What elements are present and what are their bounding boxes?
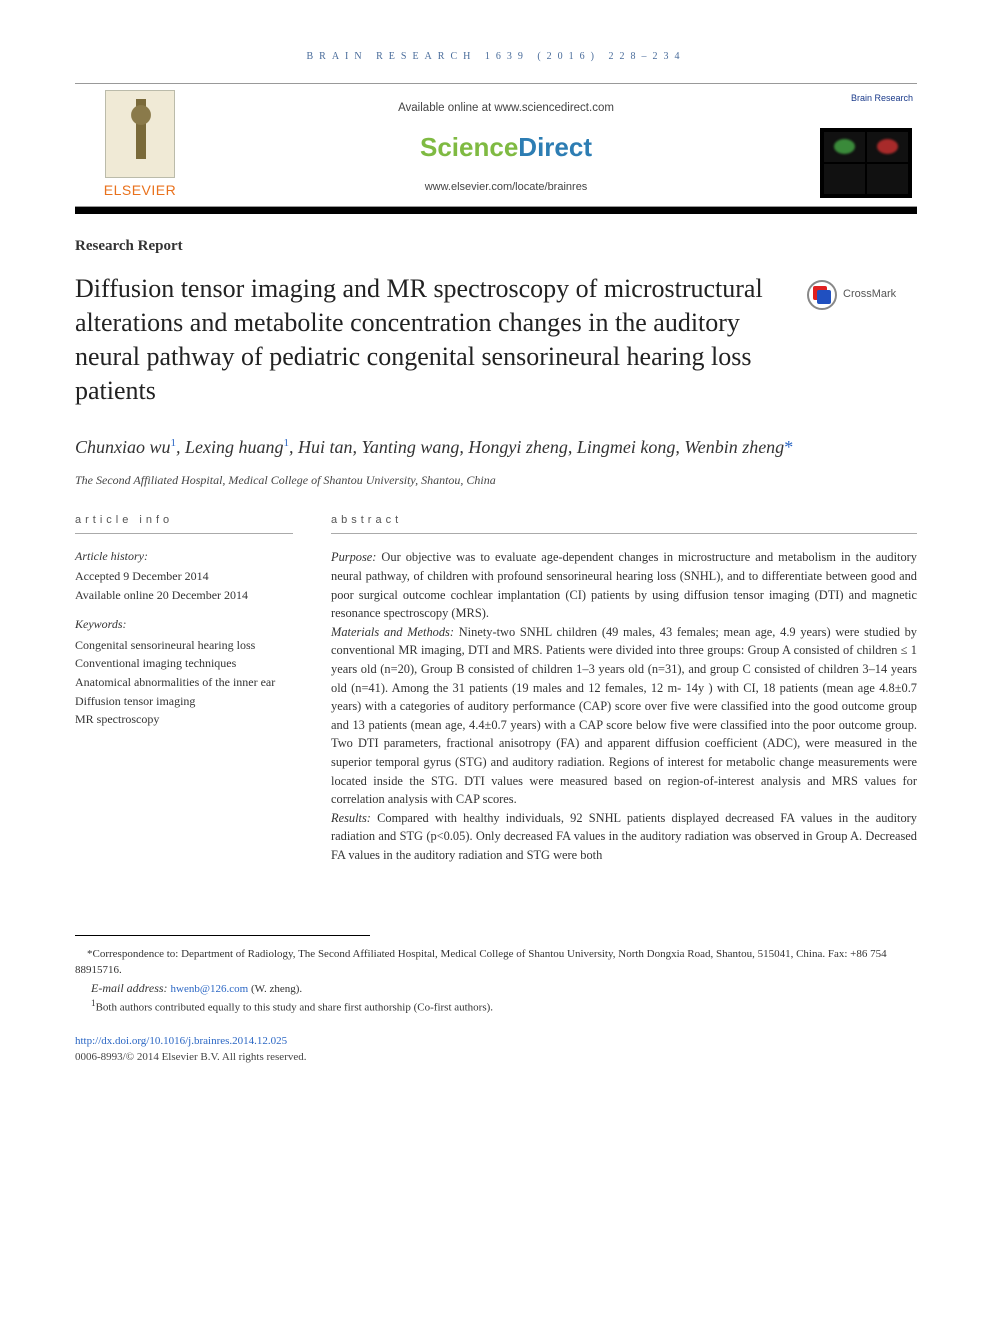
elsevier-wordmark: ELSEVIER	[104, 180, 176, 200]
abstract-purpose-text: Our objective was to evaluate age-depend…	[331, 550, 917, 620]
doi-link[interactable]: http://dx.doi.org/10.1016/j.brainres.201…	[75, 1035, 287, 1047]
footnotes-block: *Correspondence to: Department of Radiol…	[75, 946, 917, 1017]
keyword-item: Conventional imaging techniques	[75, 654, 293, 673]
online-date: Available online 20 December 2014	[75, 587, 293, 604]
crossmark-widget[interactable]: CrossMark	[807, 280, 917, 310]
corresponding-email-link[interactable]: hwenb@126.com	[171, 983, 249, 995]
journal-cover-thumbnail	[820, 128, 912, 198]
abstract-results-label: Results:	[331, 811, 371, 825]
sciencedirect-logo[interactable]: ScienceDirect	[213, 129, 799, 167]
keyword-item: Diffusion tensor imaging	[75, 692, 293, 711]
abstract-heading: abstract	[331, 513, 917, 534]
affiliation-line: The Second Affiliated Hospital, Medical …	[75, 472, 917, 489]
keyword-item: MR spectroscopy	[75, 710, 293, 729]
divider-bar	[75, 207, 917, 214]
article-title: Diffusion tensor imaging and MR spectros…	[75, 272, 787, 409]
keyword-item: Congenital sensorineural hearing loss	[75, 636, 293, 655]
accepted-date: Accepted 9 December 2014	[75, 568, 293, 585]
abstract-purpose-label: Purpose:	[331, 550, 376, 564]
crossmark-icon	[807, 280, 837, 310]
journal-citation-header: BRAIN RESEARCH 1639 (2016) 228–234	[75, 50, 917, 65]
cofirst-footnote: 1Both authors contributed equally to thi…	[75, 997, 917, 1016]
sd-logo-left: Science	[420, 132, 518, 162]
correspondence-footnote: *Correspondence to: Department of Radiol…	[75, 946, 917, 979]
article-info-heading: article info	[75, 513, 293, 534]
abstract-body: Purpose: Our objective was to evaluate a…	[331, 548, 917, 864]
copyright-line: 0006-8993/© 2014 Elsevier B.V. All right…	[75, 1051, 307, 1063]
email-label: E-mail address:	[91, 981, 171, 995]
elsevier-logo-cell: ELSEVIER	[75, 84, 205, 206]
email-attribution: (W. zheng).	[248, 983, 302, 995]
keyword-item: Anatomical abnormalities of the inner ea…	[75, 673, 293, 692]
elsevier-tree-icon	[105, 90, 175, 178]
doi-copyright-block: http://dx.doi.org/10.1016/j.brainres.201…	[75, 1034, 917, 1066]
keywords-list: Congenital sensorineural hearing lossCon…	[75, 636, 293, 729]
footnote-rule	[75, 935, 370, 942]
keywords-label: Keywords:	[75, 616, 293, 633]
abstract-results-text: Compared with healthy individuals, 92 SN…	[331, 811, 917, 862]
journal-name-small: Brain Research	[851, 92, 917, 105]
author-list: Chunxiao wu1, Lexing huang1, Hui tan, Ya…	[75, 435, 917, 460]
history-label: Article history:	[75, 548, 293, 565]
abstract-methods-text: Ninety-two SNHL children (49 males, 43 f…	[331, 625, 917, 806]
available-online-line: Available online at www.sciencedirect.co…	[213, 100, 799, 117]
sd-logo-right: Direct	[518, 132, 592, 162]
journal-homepage-url[interactable]: www.elsevier.com/locate/brainres	[213, 180, 799, 196]
abstract-methods-label: Materials and Methods:	[331, 625, 454, 639]
crossmark-label: CrossMark	[843, 287, 896, 303]
publisher-banner: ELSEVIER Available online at www.science…	[75, 83, 917, 207]
article-type-label: Research Report	[75, 236, 917, 258]
